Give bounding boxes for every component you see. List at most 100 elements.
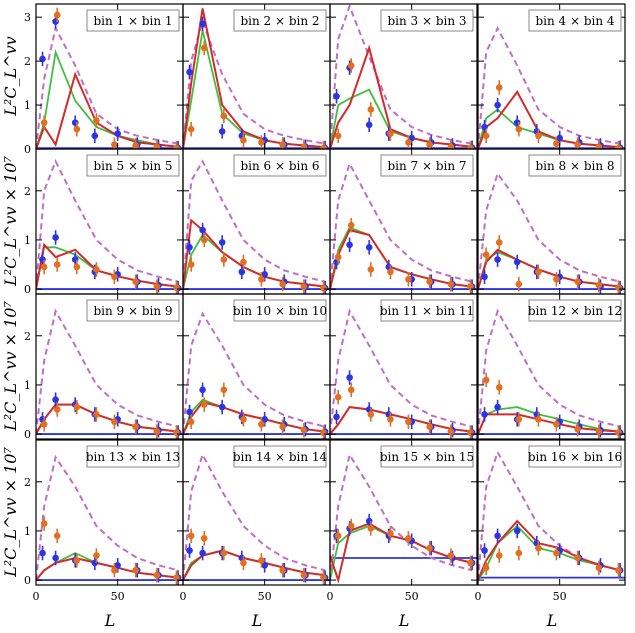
blue-data-point bbox=[494, 256, 501, 263]
orange-data-point bbox=[515, 416, 523, 423]
panel-title-box bbox=[233, 299, 327, 322]
panel-bin-12: bin 12 × bin 12 bbox=[477, 293, 626, 440]
blue-data-point bbox=[218, 403, 226, 411]
x-tick-label: 50 bbox=[405, 590, 419, 603]
orange-data-point bbox=[220, 112, 228, 120]
plot-area bbox=[478, 449, 625, 581]
orange-data-point bbox=[53, 406, 61, 413]
panel-frame bbox=[477, 293, 626, 440]
orange-data-point bbox=[595, 564, 603, 572]
orange-data-point bbox=[279, 566, 286, 574]
blue-data-point bbox=[333, 92, 340, 100]
orange-data-point bbox=[367, 525, 375, 532]
blue-data-point bbox=[114, 130, 121, 137]
blue-data-point bbox=[513, 258, 521, 266]
theory-dashed-line bbox=[478, 171, 621, 290]
blue-data-point bbox=[261, 416, 268, 423]
y-axis-label: L²C_L^vv × 10⁷ bbox=[1, 301, 20, 432]
orange-data-point bbox=[535, 544, 542, 552]
blue-data-point bbox=[52, 234, 59, 241]
y-tick-label: 1 bbox=[24, 234, 31, 247]
orange-data-point bbox=[495, 84, 503, 91]
panel-title-box bbox=[528, 154, 622, 177]
orange-data-point bbox=[495, 552, 503, 559]
blue-data-point bbox=[199, 549, 206, 557]
y-tick-label: 2 bbox=[24, 185, 31, 198]
panel-title: bin 16 × bin 16 bbox=[528, 450, 622, 464]
orange-data-point bbox=[279, 141, 286, 148]
y-tick-label: 1 bbox=[24, 525, 31, 538]
blue-data-point bbox=[365, 244, 373, 251]
x-tick-label: 0 bbox=[33, 590, 40, 603]
orange-data-point bbox=[426, 423, 433, 431]
orange-data-point bbox=[93, 552, 100, 559]
y-tick-label: 1 bbox=[24, 379, 31, 392]
x-tick-label: 50 bbox=[258, 590, 272, 603]
theory-dashed-line bbox=[183, 452, 326, 581]
blue-data-point bbox=[346, 241, 353, 249]
theory-dashed-line bbox=[183, 311, 326, 435]
blue-data-point bbox=[261, 271, 268, 278]
orange-data-point bbox=[258, 420, 265, 428]
panel-title: bin 2 × bin 2 bbox=[240, 14, 319, 28]
orange-data-point bbox=[93, 117, 100, 124]
orange-data-point bbox=[574, 141, 581, 148]
y-tick-label: 2 bbox=[24, 55, 31, 68]
orange-data-point bbox=[405, 418, 412, 426]
blue-data-point bbox=[494, 101, 501, 109]
panel-bin-15: 0 50 bin 15 × bin 15 bbox=[327, 439, 478, 603]
orange-data-point bbox=[535, 268, 542, 276]
theory-dashed-line bbox=[478, 25, 621, 149]
panel-title: bin 9 × bin 9 bbox=[93, 304, 172, 318]
blue-data-point bbox=[238, 268, 246, 276]
blue-data-point bbox=[52, 396, 59, 403]
orange-data-point bbox=[300, 426, 308, 434]
orange-data-point bbox=[320, 574, 327, 581]
plot-area bbox=[330, 452, 477, 584]
blue-data-point bbox=[199, 20, 206, 28]
orange-data-point bbox=[173, 429, 180, 436]
orange-data-point bbox=[300, 571, 308, 579]
orange-data-point bbox=[615, 429, 622, 436]
panel-title: bin 13 × bin 13 bbox=[86, 450, 180, 464]
theory-dashed-line bbox=[183, 18, 326, 149]
panel-title-box bbox=[86, 445, 180, 468]
orange-data-point bbox=[467, 429, 474, 436]
panel-title-box bbox=[380, 154, 474, 177]
orange-data-point bbox=[240, 559, 247, 567]
blue-data-point bbox=[39, 55, 46, 63]
orange-data-point bbox=[300, 283, 308, 290]
plot-area bbox=[478, 25, 625, 149]
orange-data-point bbox=[132, 423, 139, 431]
orange-data-point bbox=[73, 263, 81, 271]
blue-data-point bbox=[199, 226, 206, 234]
x-axis-label: L bbox=[546, 611, 558, 630]
orange-data-point bbox=[240, 416, 247, 423]
orange-data-point bbox=[387, 130, 394, 137]
plot-area bbox=[330, 161, 477, 294]
orange-data-point bbox=[595, 143, 603, 149]
panel-title: bin 6 × bin 6 bbox=[240, 159, 319, 173]
y-tick-label: 0 bbox=[24, 428, 31, 441]
orange-data-point bbox=[220, 549, 228, 557]
orange-data-point bbox=[173, 574, 180, 581]
orange-data-point bbox=[426, 141, 433, 148]
panel-title-box bbox=[233, 9, 327, 32]
orange-data-point bbox=[173, 284, 180, 291]
blue-data-point bbox=[186, 68, 193, 76]
x-tick-label: 50 bbox=[553, 590, 567, 603]
orange-data-point bbox=[615, 284, 622, 291]
panel-bin-9: 0 1 2 bin 9 × bin 9 bbox=[24, 293, 184, 441]
orange-data-point bbox=[467, 144, 474, 149]
orange-data-point bbox=[153, 143, 161, 149]
orange-data-point bbox=[574, 554, 581, 562]
blue-data-point bbox=[186, 408, 193, 416]
plot-area bbox=[478, 308, 625, 439]
orange-data-point bbox=[132, 278, 139, 286]
orange-data-point bbox=[595, 428, 603, 435]
theory-dashed-line bbox=[330, 308, 473, 435]
orange-data-point bbox=[258, 557, 265, 564]
orange-data-point bbox=[73, 125, 81, 133]
orange-data-point bbox=[615, 144, 622, 149]
orange-data-point bbox=[515, 549, 523, 557]
